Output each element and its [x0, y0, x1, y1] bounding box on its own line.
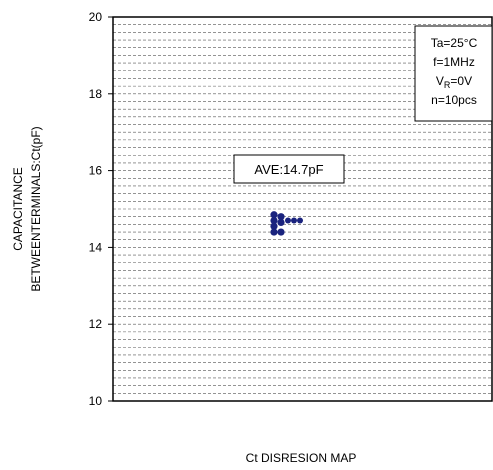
y-axis-title-line1: CAPACITANCE [11, 167, 25, 251]
condition-vr-sub: R [444, 80, 451, 90]
data-point [277, 218, 285, 227]
data-point [270, 222, 278, 230]
data-point [297, 217, 303, 224]
average-annotation: AVE:14.7pF [233, 154, 345, 184]
condition-vr-main: V [436, 74, 444, 88]
condition-reverse-voltage: VR=0V [436, 74, 472, 90]
condition-temperature: Ta=25°C [431, 36, 478, 50]
y-tick-label: 12 [89, 317, 103, 331]
data-point [277, 228, 285, 236]
data-point [270, 216, 278, 225]
condition-sample-count: n=10pcs [431, 93, 477, 107]
data-point [277, 213, 285, 221]
y-axis: 20 18 16 14 12 10 [89, 10, 113, 408]
data-point [270, 211, 278, 219]
y-tick-label: 20 [89, 10, 103, 24]
conditions-box [414, 25, 493, 122]
y-tick-label: 14 [89, 240, 103, 254]
data-point [270, 228, 278, 236]
plot-area-frame [112, 16, 493, 402]
condition-frequency: f=1MHz [433, 55, 475, 69]
y-tick-label: 18 [89, 87, 103, 101]
condition-vr-rest: =0V [450, 74, 472, 88]
y-tick-label: 10 [89, 394, 103, 408]
x-axis-title: Ct DISRESION MAP [246, 451, 357, 465]
data-points [270, 211, 303, 236]
data-point [291, 217, 297, 224]
y-tick-label: 16 [89, 164, 103, 178]
data-point [285, 217, 291, 224]
y-axis-title-line2: BETWEENTERMINALS:Ct(pF) [29, 126, 43, 291]
average-annotation-box [233, 154, 345, 184]
average-annotation-text: AVE:14.7pF [254, 162, 323, 177]
conditions-legend: Ta=25°C f=1MHz VR=0V n=10pcs [414, 25, 493, 122]
